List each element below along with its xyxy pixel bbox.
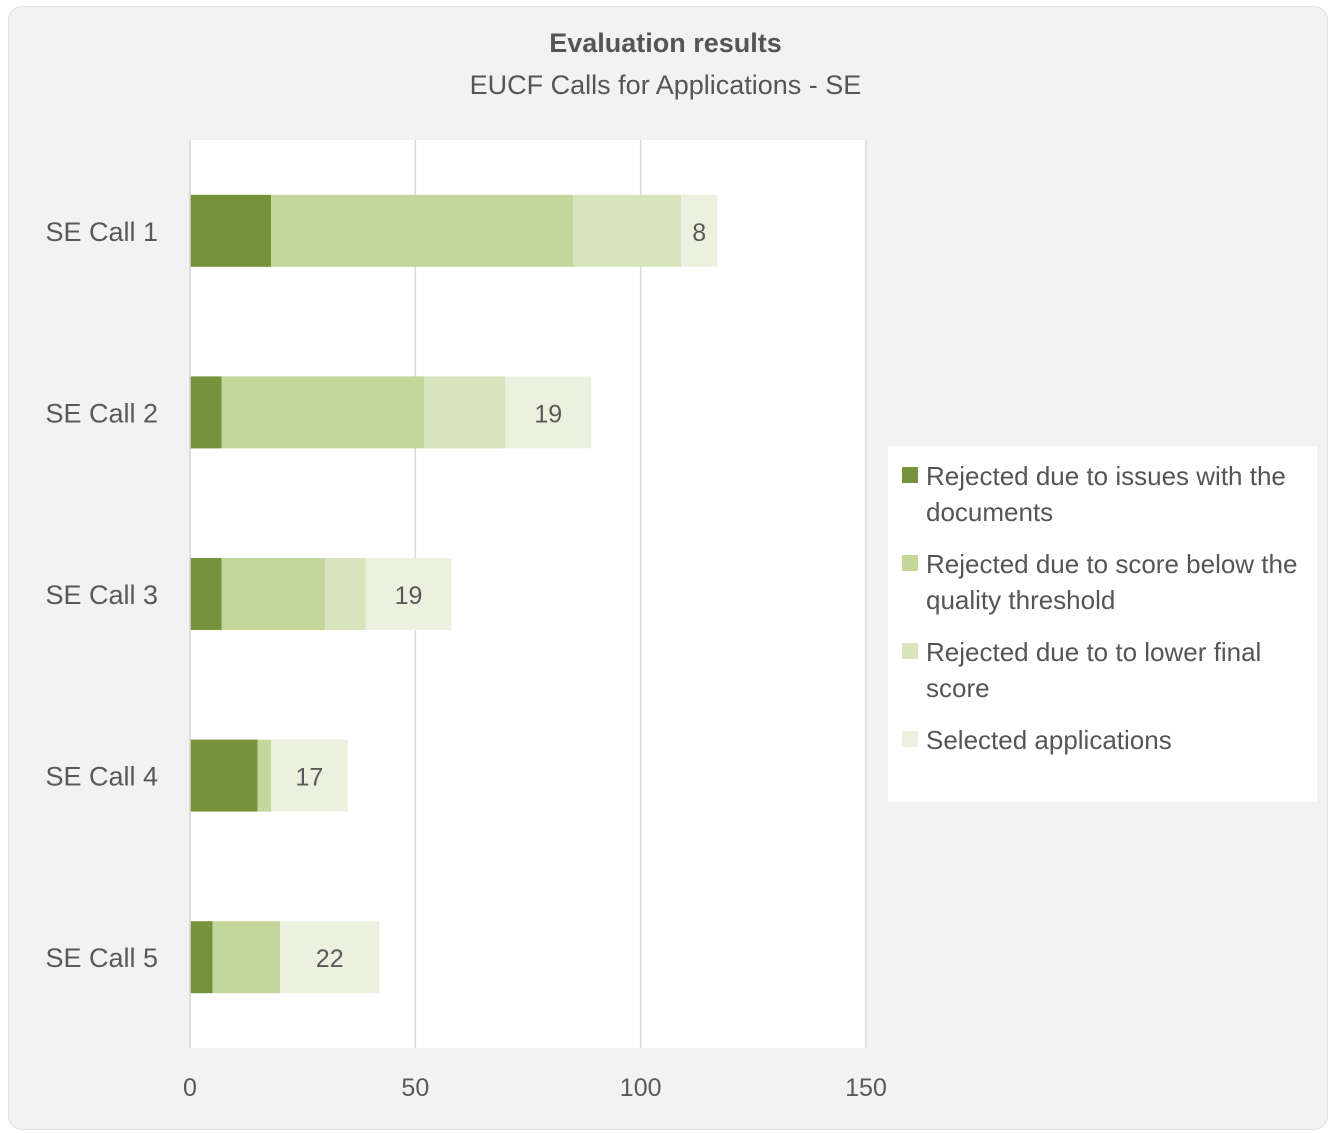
bar-segment bbox=[271, 194, 574, 267]
data-label: 8 bbox=[692, 219, 706, 247]
legend-swatch bbox=[902, 467, 918, 483]
bar-segment bbox=[190, 739, 258, 812]
legend-item: Rejected due to issues with the document… bbox=[902, 458, 1307, 530]
legend-label: Rejected due to score below the quality … bbox=[926, 549, 1298, 615]
bar-segment bbox=[505, 376, 592, 449]
bar-segment bbox=[573, 194, 682, 267]
bar-segment bbox=[424, 376, 506, 449]
chart-title: Evaluation results bbox=[549, 28, 782, 58]
data-label: 19 bbox=[395, 582, 423, 610]
bar-segment bbox=[681, 194, 718, 267]
legend-label: Rejected due to to lower final score bbox=[926, 637, 1262, 703]
category-label: SE Call 5 bbox=[45, 943, 158, 973]
legend-swatch bbox=[902, 731, 918, 747]
legend-item: Rejected due to to lower final score bbox=[902, 634, 1307, 706]
x-tick-label: 0 bbox=[183, 1074, 197, 1102]
chart-subtitle: EUCF Calls for Applications - SE bbox=[469, 70, 862, 100]
bar-segment bbox=[271, 739, 348, 812]
legend-swatch bbox=[902, 643, 918, 659]
bar-segment bbox=[221, 558, 326, 630]
data-label: 17 bbox=[296, 764, 324, 792]
category-label: SE Call 1 bbox=[45, 217, 158, 247]
legend-item: Rejected due to score below the quality … bbox=[902, 546, 1307, 618]
legend-swatch bbox=[902, 555, 918, 571]
category-label: SE Call 4 bbox=[45, 762, 158, 792]
bar-segment bbox=[365, 558, 452, 630]
legend-label: Selected applications bbox=[926, 725, 1172, 755]
legend-item: Selected applications bbox=[902, 722, 1307, 758]
category-label: SE Call 3 bbox=[45, 580, 158, 610]
bar-segment bbox=[221, 376, 425, 449]
bar-segment bbox=[190, 376, 222, 449]
legend-label: Rejected due to issues with the document… bbox=[926, 461, 1286, 527]
bar-segment bbox=[190, 558, 222, 630]
bar-segment bbox=[325, 558, 366, 630]
bar-segment bbox=[212, 921, 281, 994]
bar-segment bbox=[190, 921, 213, 994]
legend: Rejected due to issues with the document… bbox=[888, 446, 1317, 802]
data-label: 22 bbox=[316, 945, 344, 973]
category-label: SE Call 2 bbox=[45, 398, 158, 428]
bar-segment bbox=[190, 194, 272, 267]
bar-segment bbox=[257, 739, 272, 812]
x-tick-label: 150 bbox=[845, 1074, 887, 1102]
x-tick-label: 100 bbox=[620, 1074, 662, 1102]
data-label: 19 bbox=[534, 400, 562, 428]
bar-segment bbox=[280, 921, 380, 994]
x-tick-label: 50 bbox=[401, 1074, 429, 1102]
